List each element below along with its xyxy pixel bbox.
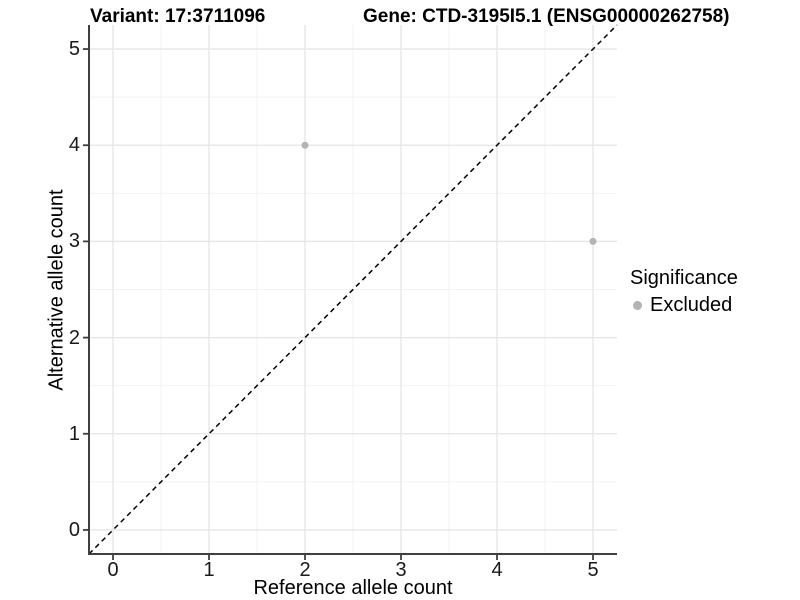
legend-items: Excluded [630,293,738,317]
x-tick-label: 4 [491,559,503,581]
x-axis-title: Reference allele count [253,577,453,599]
y-tick-label: 0 [68,518,80,541]
variant-title: Variant: 17:3711096 [90,6,266,27]
x-tick-label: 3 [395,559,407,581]
data-point [301,141,309,149]
y-tick-label: 3 [68,230,80,253]
data-point [589,237,597,245]
legend-item-label: Excluded [650,294,733,316]
x-tick-label: 1 [203,559,215,581]
legend: Significance Excluded [630,266,738,317]
legend-key-dot-icon [633,300,642,310]
y-tick-label: 5 [68,38,80,61]
y-tick-label: 1 [68,422,80,445]
legend-title: Significance [630,267,738,289]
x-tick-label: 2 [299,559,311,581]
y-tick-label: 2 [68,326,80,349]
y-tick-label: 4 [68,134,80,157]
identity-dashed-line [88,24,618,555]
gene-title: Gene: CTD-3195I5.1 (ENSG00000262758) [363,6,730,27]
y-axis-title: Alternative allele count [45,189,68,391]
x-tick-label: 0 [107,559,119,581]
legend-item: Excluded [630,293,738,317]
x-tick-label: 5 [587,559,599,581]
